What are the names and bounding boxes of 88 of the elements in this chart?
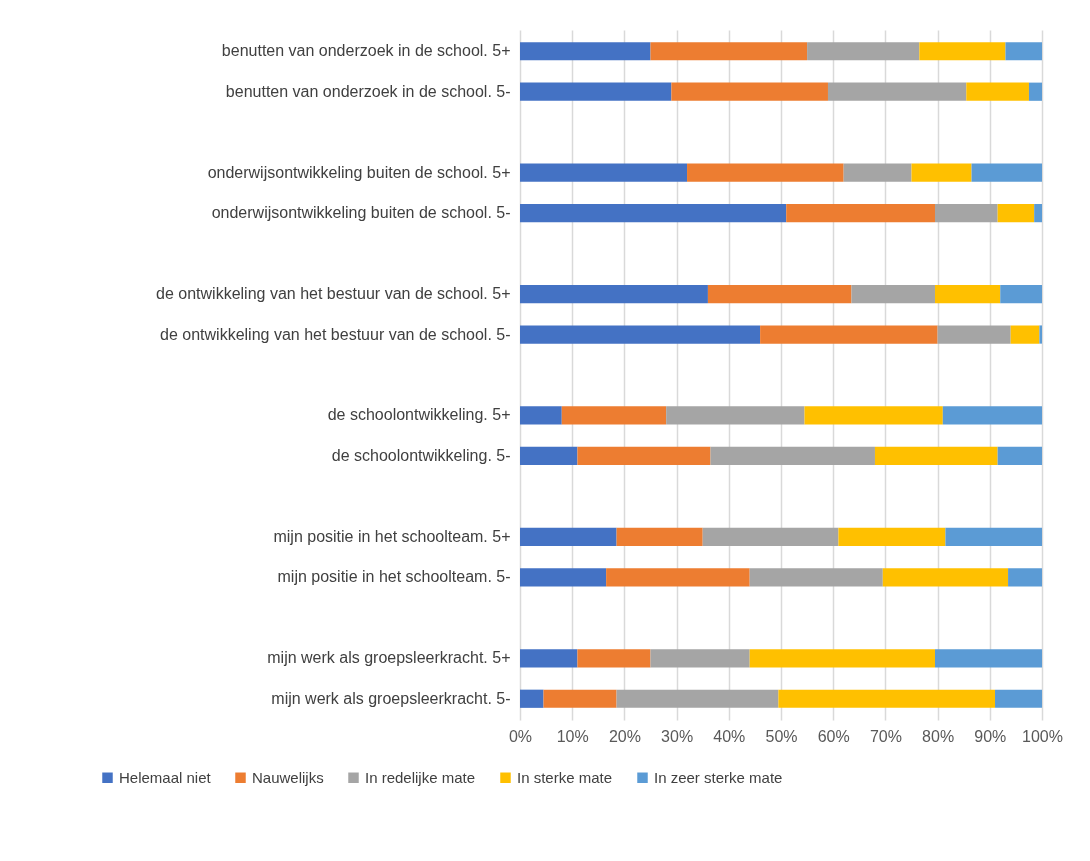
x-tick-label: 10%: [556, 727, 589, 745]
y-tick-label: de schoolontwikkeling. 5-: [331, 446, 511, 464]
y-tick-label: onderwijsontwikkeling buiten de school. 5+: [207, 163, 511, 181]
y-tick-label: mijn positie in het schoolteam. 5-: [277, 568, 511, 586]
x-tick-label: 60%: [817, 727, 850, 745]
y-tick-label: de ontwikkeling van het bestuur van de school. 5+: [156, 285, 511, 303]
legend-label: In sterke mate: [517, 768, 613, 786]
bar: [749, 649, 935, 668]
x-tick-label: 0%: [508, 727, 533, 745]
y-tick-label: mijn werk als groepsleerkracht. 5+: [267, 649, 511, 667]
bar: [786, 204, 935, 223]
x-tick-label: 90%: [974, 727, 1007, 745]
bar: [882, 568, 1009, 587]
bar: [616, 527, 703, 546]
bar: [807, 42, 920, 61]
bar: [1010, 325, 1040, 344]
bar: [520, 406, 562, 425]
x-tick-label: 100%: [1022, 727, 1063, 745]
bar: [778, 689, 996, 708]
x-tick-label: 30%: [661, 727, 694, 745]
bar: [577, 649, 651, 668]
bar: [1005, 42, 1042, 61]
bar: [520, 325, 761, 344]
bar: [671, 82, 828, 101]
x-tick-label: 20%: [608, 727, 641, 745]
bar: [1008, 568, 1042, 587]
bar: [520, 204, 787, 223]
bar: [934, 649, 1042, 668]
bar: [966, 82, 1029, 101]
x-tick-label: 70%: [869, 727, 902, 745]
bar: [520, 163, 688, 182]
bar: [710, 446, 875, 466]
bar: [919, 42, 1006, 61]
bar: [749, 568, 883, 587]
bar: [543, 689, 617, 708]
y-tick-label: de ontwikkeling van het bestuur van de school. 5-: [160, 325, 511, 343]
bar: [1039, 325, 1042, 344]
bar: [827, 82, 967, 101]
legend-label: In zeer sterke mate: [654, 768, 783, 786]
y-tick-label: onderwijsontwikkeling buiten de school. 5-: [211, 204, 511, 222]
bar: [971, 163, 1042, 182]
bar: [616, 689, 779, 708]
bar: [851, 284, 935, 304]
bar: [937, 325, 1011, 344]
x-tick-label: 40%: [713, 727, 746, 745]
bar: [1034, 204, 1042, 223]
bar: [650, 42, 808, 61]
bar: [561, 406, 667, 425]
y-tick-label: mijn positie in het schoolteam. 5+: [273, 527, 511, 545]
bar: [934, 284, 1001, 304]
legend-label: Nauwelijks: [252, 768, 324, 786]
bar: [945, 527, 1042, 546]
bar: [520, 568, 607, 587]
bar: [702, 527, 839, 546]
bar: [997, 446, 1042, 466]
bar: [874, 446, 998, 466]
y-tick-label: benutten van onderzoek in de school. 5-: [225, 82, 511, 100]
x-tick-label: 50%: [765, 727, 798, 745]
bar: [577, 446, 711, 466]
legend-label: In redelijke mate: [365, 768, 476, 786]
bar: [687, 163, 844, 182]
bar: [997, 204, 1035, 223]
bar: [520, 689, 544, 708]
bar: [1000, 284, 1042, 304]
bar: [804, 406, 943, 425]
bar: [942, 406, 1042, 425]
bar: [520, 446, 578, 466]
y-tick-label: mijn werk als groepsleerkracht. 5-: [271, 689, 511, 707]
bar: [520, 649, 578, 668]
bar: [520, 284, 708, 304]
bar: [520, 42, 651, 61]
legend-label: Helemaal niet: [119, 768, 212, 786]
bar: [666, 406, 805, 425]
bar: [650, 649, 750, 668]
bar: [1028, 82, 1042, 101]
bar: [995, 689, 1042, 708]
x-tick-label: 80%: [922, 727, 955, 745]
bar: [606, 568, 750, 587]
bar: [760, 325, 938, 344]
bar: [911, 163, 972, 182]
bar: [934, 204, 998, 223]
bar: [707, 284, 852, 304]
y-tick-label: de schoolontwikkeling. 5+: [327, 406, 511, 424]
bar: [838, 527, 946, 546]
bar: [843, 163, 912, 182]
y-tick-label: benutten van onderzoek in de school. 5+: [221, 42, 511, 60]
bar: [520, 82, 672, 101]
bar: [520, 527, 617, 546]
